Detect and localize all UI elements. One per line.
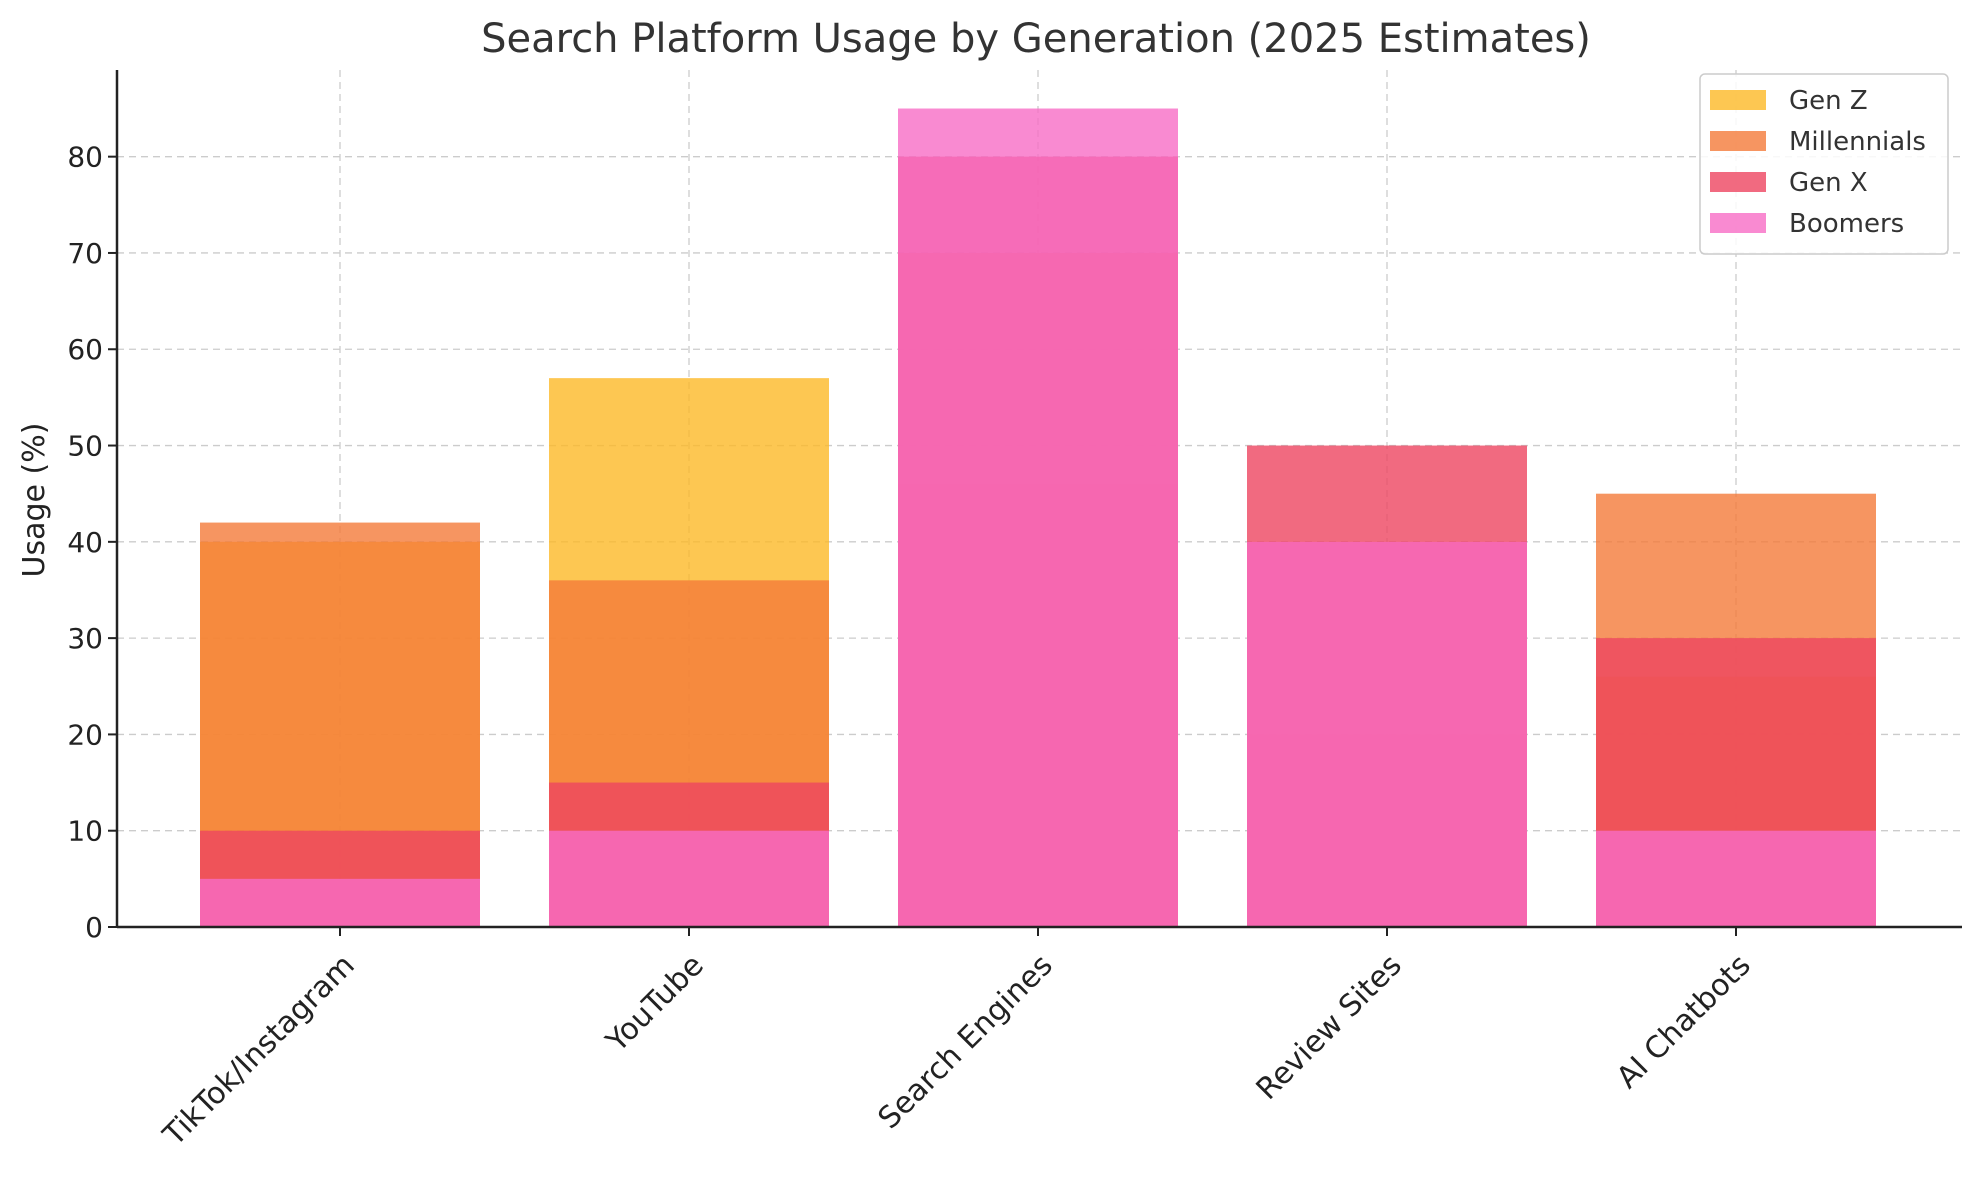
bars (200, 108, 1876, 928)
bar-boomers (549, 830, 829, 927)
bar-boomers (1596, 830, 1876, 927)
x-tick-label: YouTube (599, 948, 711, 1060)
y-tick-label: 60 (67, 333, 103, 366)
bar-boomers (200, 878, 480, 927)
chart-title: Search Platform Usage by Generation (202… (481, 16, 1591, 62)
x-tick-label: Review Sites (1250, 948, 1409, 1107)
y-axis-label: Usage (%) (17, 423, 52, 578)
y-tick-label: 20 (67, 718, 103, 751)
legend-swatch (1710, 131, 1766, 151)
x-tick-label: Search Engines (872, 948, 1060, 1136)
x-tick-label: TikTok/Instagram (156, 948, 362, 1154)
y-tick-label: 30 (67, 622, 103, 655)
y-tick-label: 50 (67, 430, 103, 463)
bar-boomers (1247, 541, 1527, 927)
legend-swatch (1710, 172, 1766, 192)
legend-box (1699, 73, 1949, 255)
y-tick-label: 70 (67, 237, 103, 270)
y-tick-label: 40 (67, 526, 103, 559)
legend-label: Gen X (1789, 168, 1868, 198)
legend-label: Boomers (1789, 209, 1904, 239)
legend: Gen Z Millennials Gen X Boomers (1699, 73, 1949, 255)
legend-label: Gen Z (1789, 86, 1868, 116)
x-tick-label: AI Chatbots (1610, 948, 1758, 1096)
legend-swatch (1710, 213, 1766, 233)
legend-swatch (1710, 90, 1766, 110)
y-tick-label: 80 (67, 141, 103, 174)
bar-boomers (898, 108, 1178, 928)
y-tick-label: 10 (67, 815, 103, 848)
y-tick-label: 0 (85, 911, 103, 944)
legend-label: Millennials (1789, 127, 1926, 157)
